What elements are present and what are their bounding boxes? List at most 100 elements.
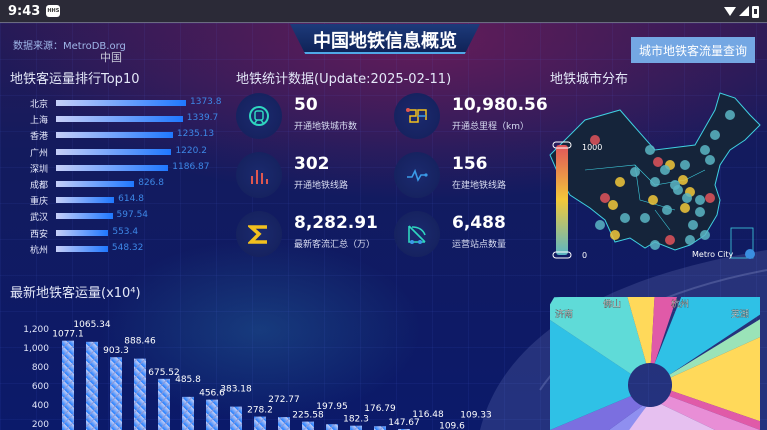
city-dot[interactable] (650, 240, 660, 250)
city-dot[interactable] (705, 193, 715, 203)
rose-sector[interactable] (650, 297, 677, 364)
y-tick-label: 400 (32, 401, 49, 411)
city-dot[interactable] (615, 177, 625, 187)
city-dot[interactable] (650, 177, 660, 187)
city-dot[interactable] (608, 200, 618, 210)
bar[interactable] (206, 399, 218, 430)
bar[interactable] (254, 416, 266, 430)
rose-sector[interactable] (654, 297, 760, 375)
city-dot[interactable] (600, 193, 610, 203)
rose-sector[interactable] (669, 390, 760, 430)
y-tick-label: 1,200 (23, 325, 49, 335)
ranking-value: 1339.7 (186, 113, 219, 124)
stat-card: 156 在建地铁线路 (394, 152, 554, 202)
bar[interactable] (134, 358, 146, 430)
city-dot[interactable] (590, 135, 600, 145)
city-dot[interactable] (660, 165, 670, 175)
bar[interactable] (374, 426, 386, 430)
bar[interactable] (182, 396, 194, 430)
china-map[interactable]: 1000 0 Metro City (545, 90, 767, 270)
city-dot[interactable] (725, 110, 735, 120)
city-dot[interactable] (688, 220, 698, 230)
bar-lines-icon (236, 152, 282, 198)
stat-value: 50 (294, 95, 318, 115)
map-title: 地铁城市分布 (550, 72, 629, 87)
ranking-bar (56, 100, 186, 106)
ranking-city: 重庆 (30, 197, 49, 208)
city-dot[interactable] (595, 220, 605, 230)
rose-sector[interactable] (670, 337, 760, 422)
rose-sector[interactable] (627, 297, 655, 364)
ranking-row: 广州 1220.2 (0, 146, 230, 159)
visual-map-scale[interactable] (556, 145, 568, 255)
rose-sector[interactable] (661, 396, 760, 430)
rose-sector[interactable] (550, 320, 631, 385)
rose-sector[interactable] (550, 396, 643, 430)
rose-sector[interactable] (627, 404, 715, 430)
city-dot[interactable] (653, 157, 663, 167)
bar[interactable] (326, 424, 338, 430)
city-dot[interactable] (700, 145, 710, 155)
ranking-bar (56, 148, 172, 155)
data-source: 数据来源：MetroDB.org (13, 41, 126, 52)
bar[interactable] (62, 340, 74, 430)
rose-sector[interactable] (669, 319, 760, 378)
bar[interactable] (86, 341, 98, 430)
bar[interactable] (158, 378, 170, 430)
city-dot[interactable] (645, 145, 655, 155)
stat-label: 最新客流汇总（万） (294, 240, 376, 250)
city-dot[interactable] (665, 235, 675, 245)
status-bar: 9:43 HHS (0, 0, 767, 23)
city-dot[interactable] (610, 230, 620, 240)
city-dot[interactable] (648, 195, 658, 205)
city-dot[interactable] (695, 207, 705, 217)
city-passenger-query-button[interactable]: 城市地铁客流量查询 (631, 37, 755, 63)
city-dot[interactable] (662, 205, 672, 215)
rose-label: 杭州 (671, 298, 689, 310)
city-dot[interactable] (700, 230, 710, 240)
ranking-row: 北京 1373.8 (0, 97, 230, 110)
scale-min: 0 (582, 251, 587, 260)
ranking-bar (56, 229, 109, 236)
stat-card: 302 开通地铁线路 (236, 152, 396, 202)
scale-handle-top[interactable] (552, 141, 572, 149)
bar[interactable] (350, 425, 362, 430)
city-dot[interactable] (680, 203, 690, 213)
bar[interactable] (398, 428, 410, 430)
city-dot[interactable] (620, 213, 630, 223)
rose-sector[interactable] (609, 405, 647, 430)
city-dot[interactable] (630, 167, 640, 177)
stat-value: 156 (452, 154, 488, 174)
bar[interactable] (302, 421, 314, 430)
city-dot[interactable] (680, 160, 690, 170)
ranking-value: 1186.87 (172, 161, 210, 172)
route-map-icon (394, 93, 440, 139)
rose-label: 济南 (555, 308, 573, 320)
bar-value-label: 1077.1 (52, 330, 84, 340)
ranking-city: 北京 (30, 100, 49, 110)
rose-sector[interactable] (550, 297, 647, 374)
bar-value-label: 109.33 (460, 411, 492, 421)
ranking-city: 上海 (30, 116, 49, 127)
city-dot[interactable] (710, 130, 720, 140)
bar-value-label: 888.46 (124, 337, 156, 347)
city-dot[interactable] (682, 193, 692, 203)
city-dot[interactable] (685, 235, 695, 245)
scale-handle-bottom[interactable] (552, 251, 572, 259)
bar-value-label: 176.79 (364, 404, 396, 414)
city-dot[interactable] (640, 213, 650, 223)
ranking-row: 香港 1235.13 (0, 129, 230, 142)
bar[interactable] (278, 417, 290, 430)
bar[interactable] (110, 357, 122, 430)
battery-icon (752, 5, 759, 18)
map-legend-icon[interactable] (745, 249, 755, 259)
city-dot[interactable] (705, 155, 715, 165)
city-dot[interactable] (670, 180, 680, 190)
city-dot[interactable] (695, 195, 705, 205)
pulse-icon (394, 152, 440, 198)
rose-sector[interactable] (550, 385, 631, 430)
ranking-value: 614.8 (118, 194, 144, 205)
bar[interactable] (230, 406, 242, 430)
city-dot[interactable] (678, 175, 688, 185)
